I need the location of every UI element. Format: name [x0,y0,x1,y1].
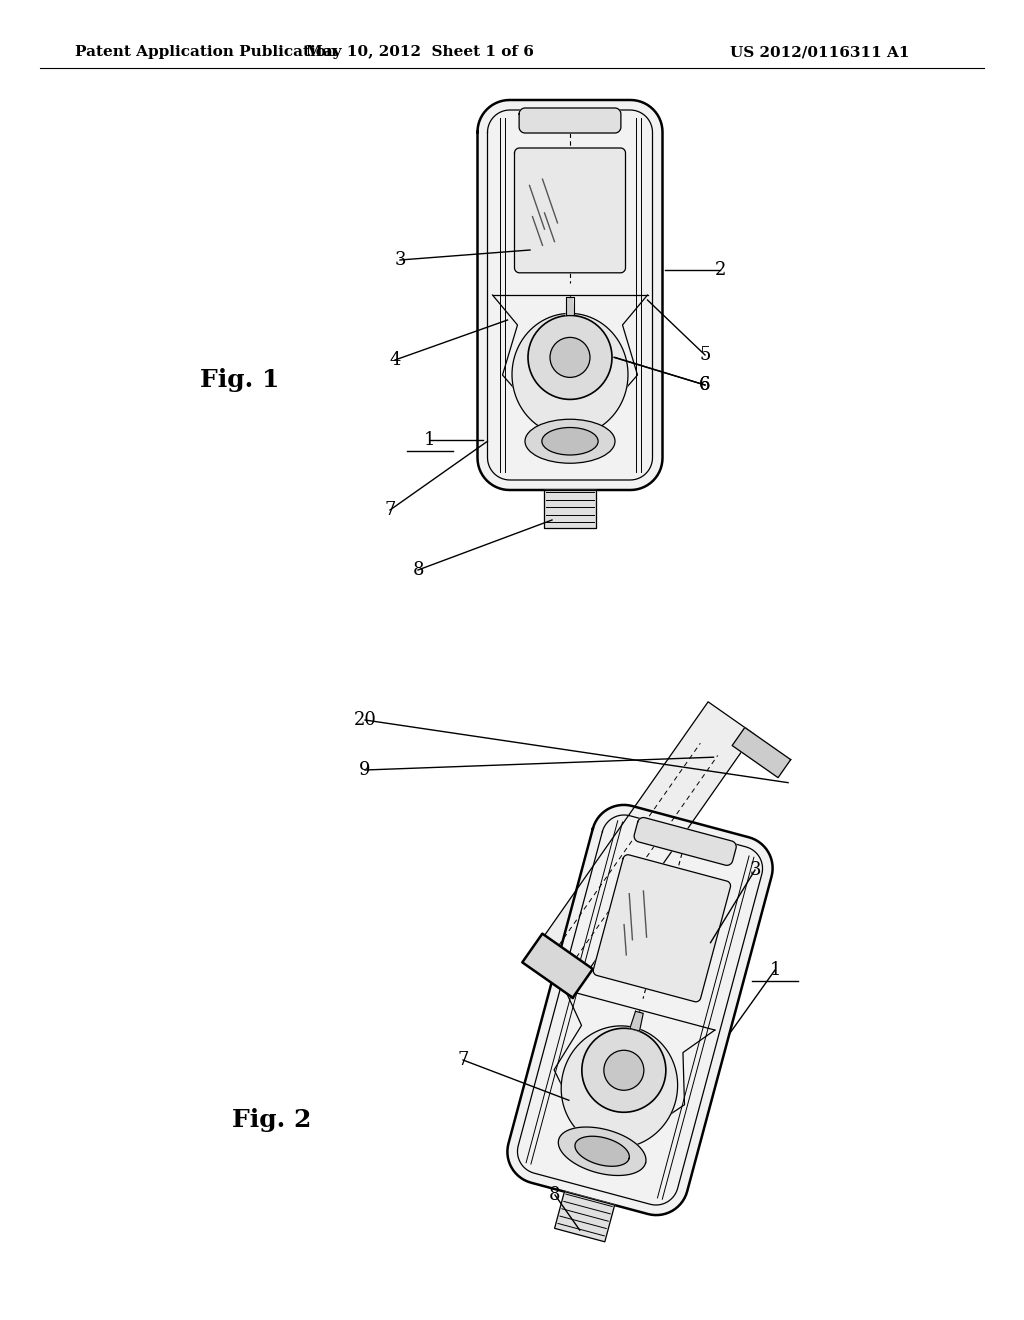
Text: 20: 20 [353,711,377,729]
Ellipse shape [525,420,615,463]
Polygon shape [544,490,596,528]
Text: 7: 7 [384,502,395,519]
Circle shape [582,1028,666,1113]
Polygon shape [561,1026,678,1144]
Text: 8: 8 [549,1185,561,1204]
Polygon shape [566,297,574,315]
Text: 7: 7 [458,1051,469,1069]
Polygon shape [630,1011,643,1031]
Polygon shape [555,1192,614,1242]
Text: May 10, 2012  Sheet 1 of 6: May 10, 2012 Sheet 1 of 6 [306,45,534,59]
Ellipse shape [542,428,598,455]
Text: 3: 3 [394,251,406,269]
Polygon shape [477,100,663,490]
Polygon shape [522,933,593,998]
Text: 3: 3 [750,861,761,879]
Polygon shape [574,1137,630,1167]
Polygon shape [514,148,626,273]
Polygon shape [732,727,791,777]
Text: 1: 1 [424,432,436,449]
Text: 8: 8 [413,561,424,579]
Circle shape [528,315,612,400]
Text: US 2012/0116311 A1: US 2012/0116311 A1 [730,45,909,59]
Circle shape [550,338,590,378]
Polygon shape [512,313,628,426]
Polygon shape [519,108,621,133]
Text: Fig. 1: Fig. 1 [200,368,280,392]
Text: 2: 2 [715,261,726,279]
Text: 6: 6 [699,376,711,393]
Text: Patent Application Publication: Patent Application Publication [75,45,337,59]
Polygon shape [508,805,772,1216]
Polygon shape [558,1127,646,1176]
Text: 6: 6 [699,376,711,393]
Polygon shape [524,702,754,997]
Polygon shape [593,855,730,1002]
Polygon shape [634,817,736,866]
Text: 1: 1 [769,961,780,979]
Circle shape [604,1051,644,1090]
Text: 4: 4 [389,351,400,370]
Text: Fig. 2: Fig. 2 [232,1107,311,1133]
Text: 5: 5 [699,346,711,364]
Text: 9: 9 [359,762,371,779]
